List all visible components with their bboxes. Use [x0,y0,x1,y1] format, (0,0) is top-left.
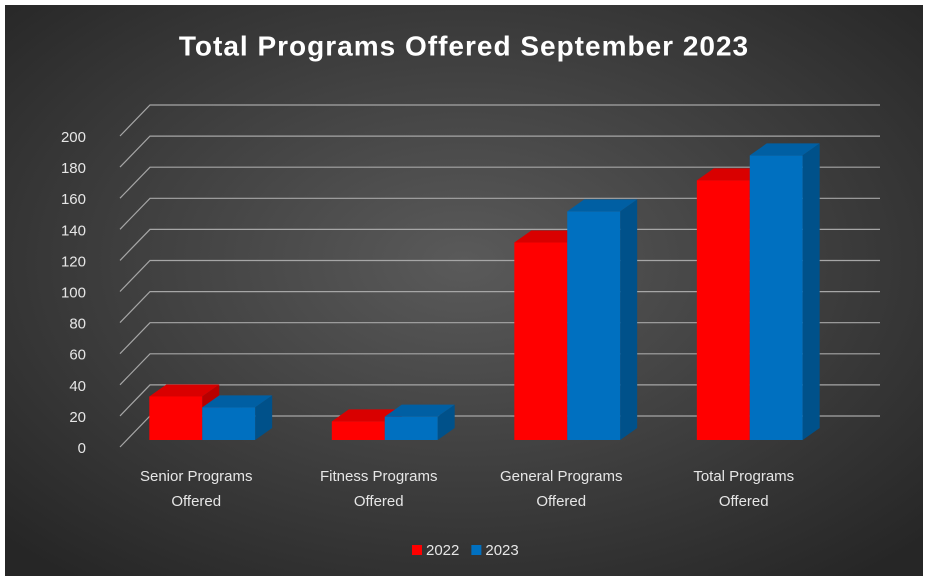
legend-swatch [471,545,482,555]
x-tick-label: Senior Programs Offered [140,468,253,510]
y-tick-label: 100 [61,284,86,301]
bar-side [802,143,820,440]
y-tick-label: 40 [69,378,86,395]
bar-side [620,199,638,440]
bar-front [202,407,256,440]
legend: 2022 2023 [412,542,519,559]
x-tick-label: Total Programs Offered [693,468,794,510]
y-tick-label: 80 [69,316,86,333]
bar-top [149,384,220,397]
y-tick-label: 160 [61,191,86,208]
legend-swatch [412,545,422,555]
chart-title: Total Programs Offered September 2023 [179,30,749,61]
x-tick-label: Fitness Programs Offered [320,468,438,510]
bar-front [384,416,438,440]
legend-label: 2023 [485,542,518,559]
bar-top [749,143,820,156]
bar-front [696,180,750,440]
x-tick-label: General Programs Offered [500,468,623,510]
bar-front [149,396,203,440]
bar [202,395,273,440]
bar [567,199,638,440]
bar-side [437,404,455,440]
bar [749,143,820,440]
y-tick-label: 120 [61,253,86,270]
bar-side [255,395,273,440]
legend-label: 2022 [426,542,459,559]
y-tick-label: 20 [69,409,86,426]
bar-top [567,199,638,212]
bar [384,404,455,440]
bar-front [567,211,621,440]
bar-front [514,242,568,440]
y-tick-label: 0 [78,440,86,457]
grid-line [119,166,880,199]
bar-top [514,230,585,243]
bar-top [331,409,402,422]
y-tick-label: 60 [69,347,86,364]
bar-top [384,404,455,417]
y-tick-label: 200 [61,129,86,146]
y-tick-label: 180 [61,160,86,177]
grid-line [119,135,880,168]
bar-front [331,421,385,440]
bar-top [696,168,767,181]
grid-line [119,197,880,230]
bar-front [749,155,803,440]
bar-top [202,395,273,408]
y-tick-label: 140 [61,222,86,239]
grid-line [119,104,880,137]
